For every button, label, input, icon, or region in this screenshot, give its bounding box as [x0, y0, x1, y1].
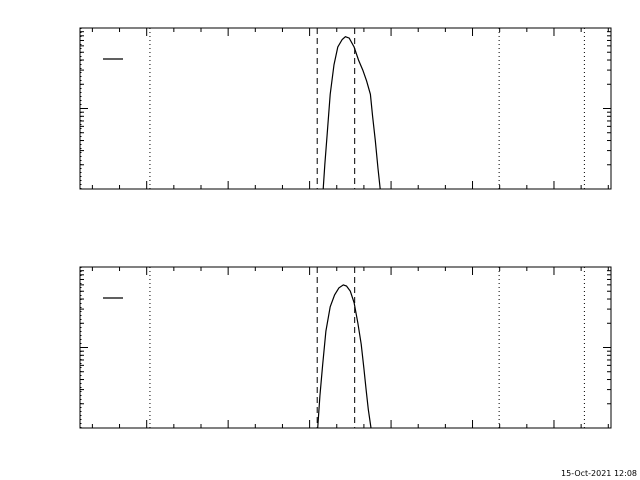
chart-panel-lo: [79, 27, 612, 190]
chart-panel-hi: [79, 266, 612, 429]
series-line: [317, 284, 372, 429]
footer-timestamp: 15-Oct-2021 12:08: [561, 469, 637, 478]
plot-frame: [79, 266, 612, 429]
series-line: [322, 36, 381, 190]
plot-frame: [79, 27, 612, 190]
